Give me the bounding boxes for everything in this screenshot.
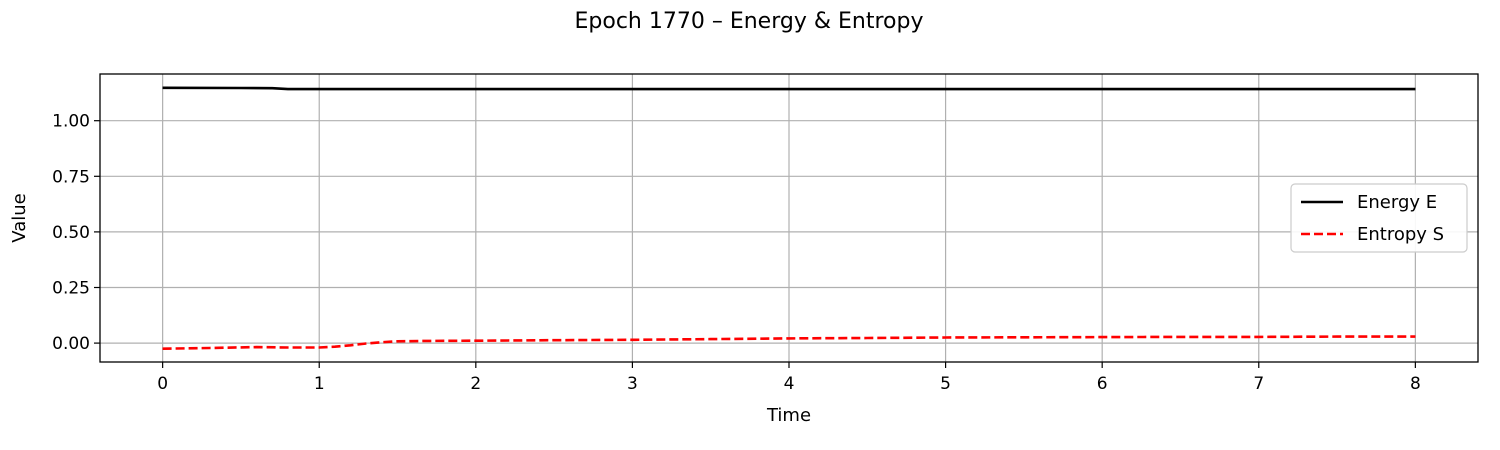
legend-label: Entropy S [1357, 224, 1444, 245]
chart-title: Epoch 1770 – Energy & Entropy [575, 9, 924, 34]
x-tick-label: 0 [157, 374, 168, 394]
ticks: 0 1 2 3 4 5 6 7 8 0.00 0.25 0.50 0.75 1.00 [52, 112, 1421, 394]
x-tick-label: 6 [1097, 374, 1108, 394]
y-axis-label: Value [9, 193, 30, 242]
series-line-0 [162, 86, 1416, 91]
series-line-1 [162, 335, 1416, 350]
y-tick-label: 0.00 [52, 334, 90, 354]
x-tick-label: 3 [627, 374, 638, 394]
x-axis-label: Time [766, 405, 811, 426]
x-tick-label: 4 [784, 374, 795, 394]
y-tick-label: 0.25 [52, 278, 90, 298]
legend: Energy E Entropy S [1290, 183, 1468, 253]
x-tick-label: 1 [314, 374, 325, 394]
series-group [162, 86, 1416, 350]
grid [100, 74, 1478, 362]
x-tick-label: 8 [1410, 374, 1421, 394]
legend-label: Energy E [1357, 192, 1437, 213]
x-tick-label: 5 [940, 374, 951, 394]
y-tick-label: 0.50 [52, 223, 90, 243]
x-tick-label: 2 [470, 374, 481, 394]
x-tick-label: 7 [1253, 374, 1264, 394]
y-tick-label: 1.00 [52, 112, 90, 132]
y-tick-label: 0.75 [52, 167, 90, 187]
